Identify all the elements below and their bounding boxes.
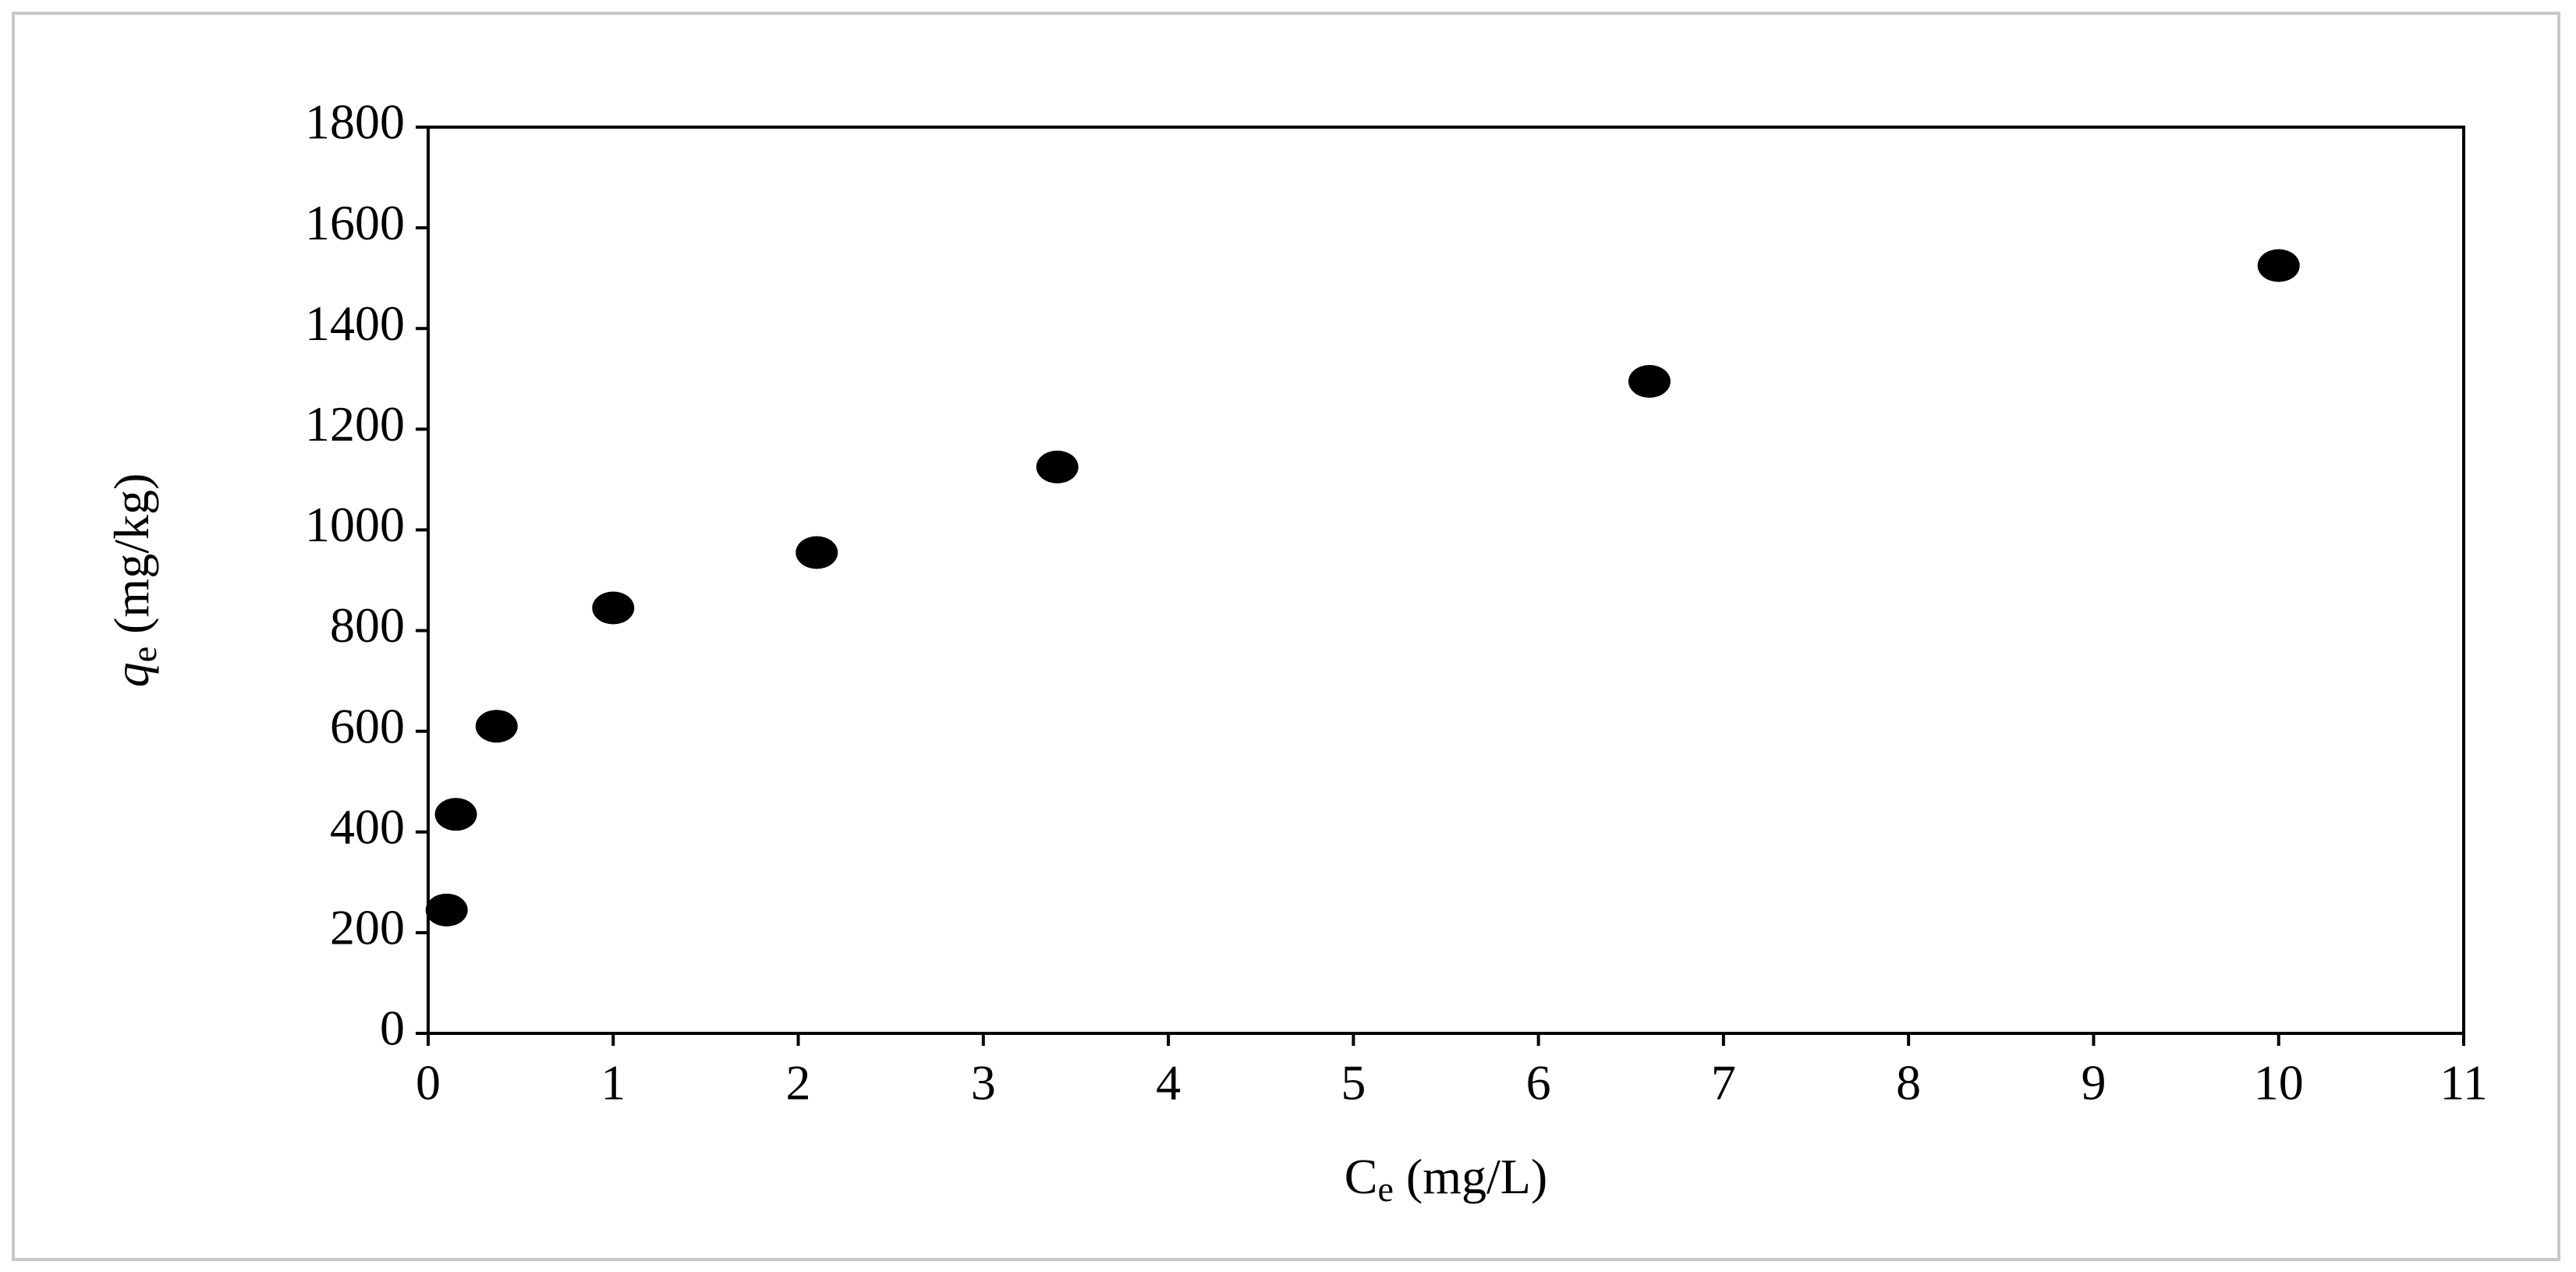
point bbox=[1628, 365, 1671, 399]
y-label-unit: (mg/kg) bbox=[104, 473, 159, 647]
x-tick-label: 2 bbox=[786, 1055, 811, 1111]
point bbox=[434, 798, 477, 831]
y-tick-label: 1600 bbox=[305, 195, 405, 250]
y-tick-label: 1400 bbox=[305, 296, 405, 351]
x-tick-label: 5 bbox=[1341, 1055, 1366, 1111]
point bbox=[2257, 249, 2300, 282]
y-label-main: q bbox=[104, 662, 159, 687]
y-tick-label: 200 bbox=[330, 900, 405, 955]
x-tick-label: 6 bbox=[1526, 1055, 1551, 1111]
point bbox=[592, 591, 635, 625]
x-label-sub: e bbox=[1377, 1169, 1393, 1209]
y-tick-label: 1200 bbox=[305, 396, 405, 452]
frame bbox=[12, 12, 2560, 1261]
y-tick-label: 400 bbox=[330, 799, 405, 854]
y-tick-label: 1000 bbox=[305, 497, 405, 552]
plot-area bbox=[427, 126, 2465, 1035]
x-tick-label: 11 bbox=[2440, 1055, 2488, 1111]
x-label-unit: (mg/L) bbox=[1394, 1149, 1547, 1204]
y-tick-label: 600 bbox=[330, 698, 405, 753]
point bbox=[795, 536, 838, 569]
x-tick-label: 0 bbox=[416, 1055, 441, 1111]
point bbox=[1036, 450, 1079, 484]
x-tick-label: 10 bbox=[2254, 1055, 2304, 1111]
x-label-main: C bbox=[1345, 1149, 1378, 1204]
y-tick-label: 0 bbox=[380, 1001, 405, 1056]
x-axis-label: Ce (mg/L) bbox=[1345, 1149, 1547, 1209]
x-tick-label: 3 bbox=[971, 1055, 996, 1111]
y-tick-label: 1800 bbox=[305, 94, 405, 150]
x-tick-label: 9 bbox=[2081, 1055, 2106, 1111]
x-tick-label: 7 bbox=[1711, 1055, 1736, 1111]
x-tick-label: 8 bbox=[1896, 1055, 1921, 1111]
x-tick-label: 1 bbox=[601, 1055, 625, 1111]
y-axis-label: qe (mg/kg) bbox=[104, 473, 164, 688]
point bbox=[475, 710, 518, 743]
x-tick-label: 4 bbox=[1156, 1055, 1181, 1111]
y-label-sub: e bbox=[124, 647, 164, 662]
point bbox=[425, 893, 468, 927]
y-tick-label: 800 bbox=[330, 597, 405, 653]
